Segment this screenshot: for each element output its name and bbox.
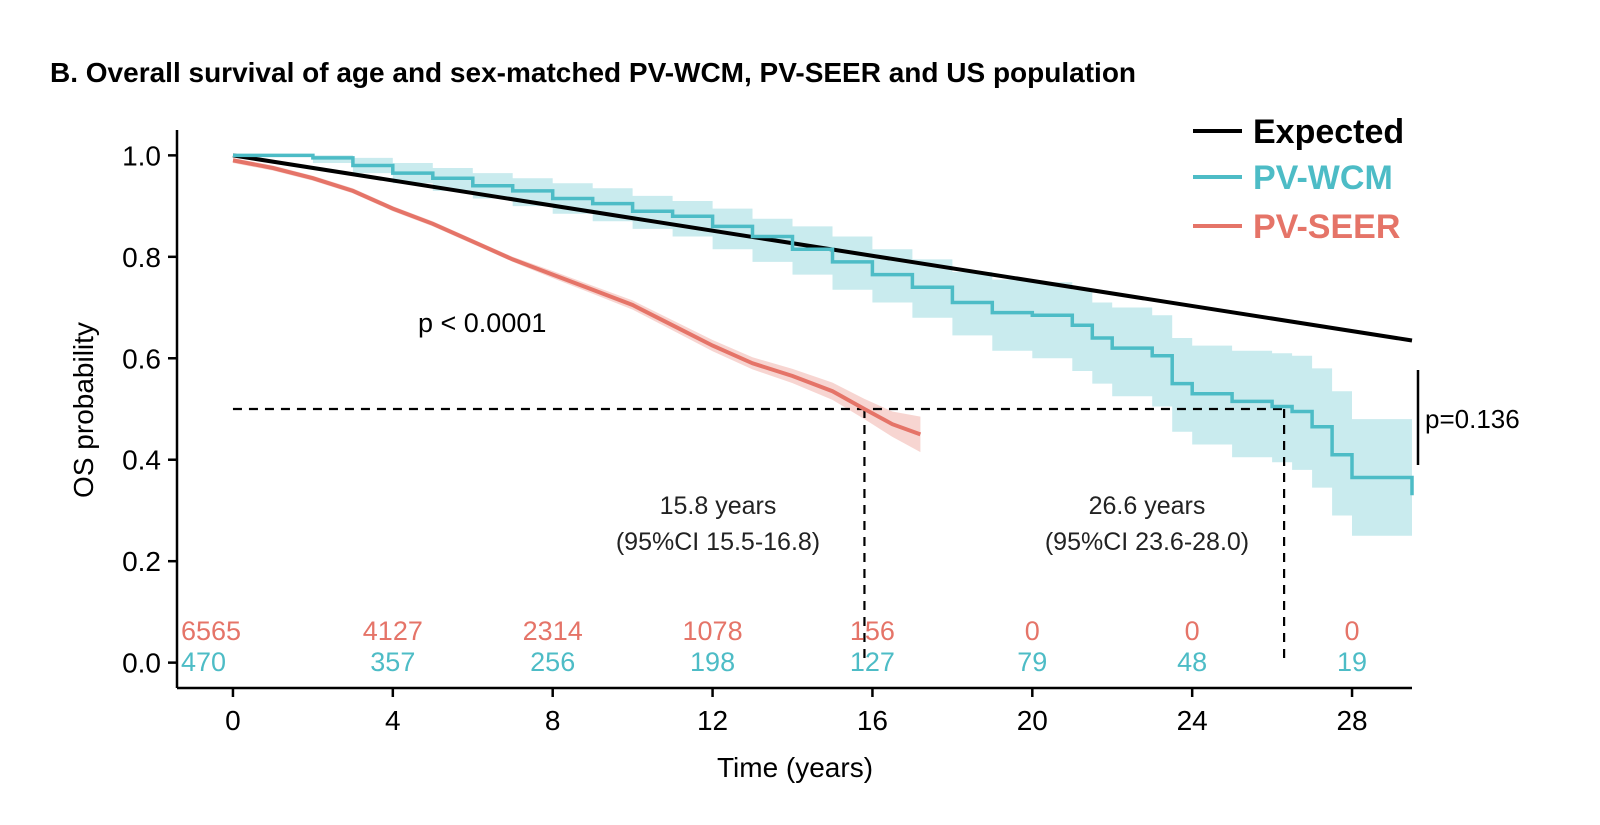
- y-axis-title: OS probability: [68, 322, 99, 498]
- risk-count-pv-seer: 4127: [363, 616, 423, 646]
- y-tick-label: 1.0: [122, 140, 161, 171]
- x-tick-label: 8: [545, 705, 561, 736]
- seer-median-ci: (95%CI 15.5-16.8): [616, 528, 820, 556]
- risk-count-pv-wcm: 357: [370, 647, 415, 677]
- series-line-pv-wcm: [233, 153, 1414, 496]
- risk-count-pv-seer: 0: [1025, 616, 1040, 646]
- risk-count-pv-wcm: 470: [181, 647, 226, 677]
- y-tick-label: 0.2: [122, 546, 161, 577]
- legend: Expected PV-WCM PV-SEER: [1193, 113, 1404, 246]
- legend-label-pv-wcm: PV-WCM: [1253, 159, 1393, 197]
- x-tick-label: 0: [225, 705, 241, 736]
- axes: 0.00.20.40.60.81.00 4 8 12 16 20 24 28: [122, 130, 1412, 736]
- risk-count-pv-seer: 6565: [181, 616, 241, 646]
- x-tick-label: 24: [1177, 705, 1208, 736]
- risk-count-pv-wcm: 19: [1337, 647, 1367, 677]
- x-tick-label: 16: [857, 705, 888, 736]
- x-tick-label: 28: [1336, 705, 1367, 736]
- risk-count-pv-wcm: 256: [530, 647, 575, 677]
- risk-count-pv-seer: 0: [1185, 616, 1200, 646]
- x-axis-title: Time (years): [717, 752, 873, 783]
- y-tick-label: 0.6: [122, 343, 161, 374]
- p-value-expected: p=0.136: [1425, 404, 1520, 434]
- seer-median-label: 15.8 years: [660, 492, 777, 520]
- survival-curves: [232, 153, 1414, 496]
- y-tick-label: 0.8: [122, 242, 161, 273]
- y-tick-label: 0.4: [122, 445, 161, 476]
- chart-title: B. Overall survival of age and sex-match…: [50, 57, 1136, 88]
- x-tick-label: 20: [1017, 705, 1048, 736]
- risk-table: 6565470412735723142561078198156127079048…: [181, 616, 1367, 677]
- risk-count-pv-wcm: 48: [1177, 647, 1207, 677]
- median-reference-lines: [232, 407, 1286, 663]
- p-value-overall: p < 0.0001: [418, 308, 546, 338]
- x-tick-label: 4: [385, 705, 401, 736]
- risk-count-pv-wcm: 198: [690, 647, 735, 677]
- y-tick-label: 0.0: [122, 648, 161, 679]
- x-tick-label: 12: [697, 705, 728, 736]
- confidence-bands: [233, 155, 1412, 539]
- risk-count-pv-seer: 156: [850, 616, 895, 646]
- ci-band-pv-wcm: [233, 155, 1412, 539]
- wcm-median-ci: (95%CI 23.6-28.0): [1045, 528, 1249, 556]
- risk-count-pv-seer: 2314: [523, 616, 583, 646]
- legend-label-pv-seer: PV-SEER: [1253, 208, 1400, 246]
- wcm-median-label: 26.6 years: [1089, 492, 1206, 520]
- risk-count-pv-seer: 0: [1345, 616, 1360, 646]
- legend-label-expected: Expected: [1253, 113, 1404, 151]
- risk-count-pv-seer: 1078: [683, 616, 743, 646]
- risk-count-pv-wcm: 79: [1017, 647, 1047, 677]
- risk-count-pv-wcm: 127: [850, 647, 895, 677]
- series-line-pv-seer: [232, 158, 922, 437]
